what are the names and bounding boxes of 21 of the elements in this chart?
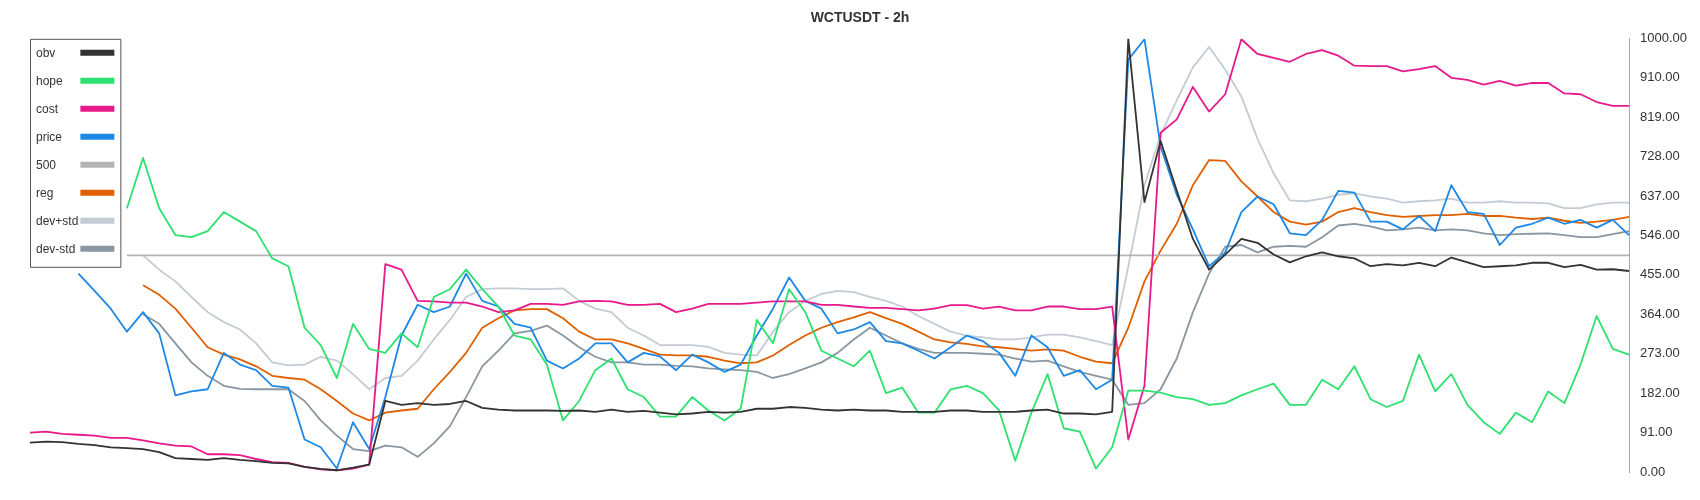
y-tick-label: 546.00 xyxy=(1640,227,1680,243)
chart-title: WCTUSDT - 2h xyxy=(810,9,910,26)
legend-label: dev+std xyxy=(36,214,79,229)
y-tick-label: 728.00 xyxy=(1640,148,1680,164)
y-tick-label: 819.00 xyxy=(1640,108,1680,124)
y-tick-label: 182.00 xyxy=(1640,384,1680,400)
y-tick-label: 910.00 xyxy=(1640,69,1680,85)
y-tick-label: 637.00 xyxy=(1640,187,1680,203)
legend-label: hope xyxy=(36,74,64,89)
legend-label: price xyxy=(36,130,63,145)
legend-label: obv xyxy=(36,46,56,61)
y-tick-label: 0.00 xyxy=(1640,463,1666,479)
legend-label: dev-std xyxy=(36,242,76,257)
legend-label: cost xyxy=(36,102,59,117)
y-tick-label: 91.00 xyxy=(1640,424,1673,440)
y-tick-label: 1000.00 xyxy=(1640,30,1688,46)
y-tick-label: 455.00 xyxy=(1640,266,1680,282)
legend-label: 500 xyxy=(36,158,57,173)
legend-label: reg xyxy=(36,186,54,201)
y-tick-label: 364.00 xyxy=(1640,305,1680,321)
y-tick-label: 273.00 xyxy=(1640,345,1680,361)
